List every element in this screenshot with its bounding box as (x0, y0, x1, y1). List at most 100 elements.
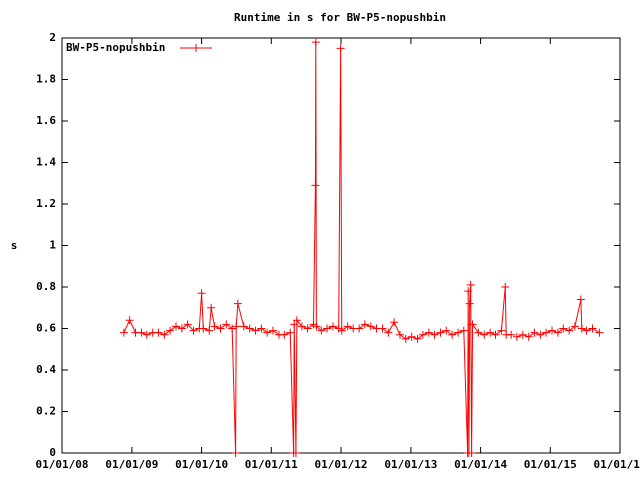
legend-label: BW-P5-nopushbin (66, 41, 165, 54)
x-tick-label: 01/01/14 (454, 458, 507, 471)
point-marker (559, 324, 568, 333)
point-marker (507, 330, 516, 339)
point-marker (280, 330, 289, 339)
point-marker (595, 328, 604, 337)
point-marker (286, 328, 295, 337)
point-marker (154, 328, 163, 337)
point-marker (378, 324, 387, 333)
point-marker (183, 320, 192, 329)
point-marker (263, 328, 272, 337)
point-marker (210, 322, 219, 331)
point-marker (197, 289, 206, 298)
point-marker (291, 449, 300, 457)
point-marker (565, 326, 574, 335)
point-marker (245, 324, 254, 333)
point-marker (292, 316, 301, 325)
point-marker (401, 334, 410, 343)
point-marker (119, 328, 128, 337)
point-marker (239, 322, 248, 331)
point-marker (448, 330, 457, 339)
point-marker (328, 322, 337, 331)
x-tick-label: 01/01/10 (175, 458, 228, 471)
point-marker (467, 449, 476, 457)
point-marker (337, 326, 346, 335)
point-marker (454, 328, 463, 337)
point-marker (160, 330, 169, 339)
point-marker (530, 328, 539, 337)
y-tick-label: 0.8 (36, 280, 56, 293)
y-tick-label: 0 (49, 446, 56, 459)
point-marker (311, 181, 320, 190)
point-marker (491, 330, 500, 339)
point-marker (311, 38, 320, 47)
point-marker (125, 316, 134, 325)
point-marker (582, 326, 591, 335)
point-marker (512, 332, 521, 341)
point-marker (548, 326, 557, 335)
point-marker (257, 324, 266, 333)
point-marker (142, 330, 151, 339)
y-tick-label: 1.2 (36, 197, 56, 210)
point-marker (486, 328, 495, 337)
point-marker (459, 326, 468, 335)
series-line (123, 42, 600, 454)
point-marker (576, 295, 585, 304)
point-marker (424, 328, 433, 337)
point-marker (468, 320, 477, 329)
y-tick-label: 0.6 (36, 322, 56, 335)
x-tick-label: 01/01/15 (524, 458, 577, 471)
point-marker (518, 330, 527, 339)
point-marker (172, 322, 181, 331)
y-tick-label: 1.4 (36, 156, 56, 169)
point-marker (360, 320, 369, 329)
point-marker (232, 322, 241, 331)
point-marker (480, 330, 489, 339)
chart-title: Runtime in s for BW-P5-nopushbin (234, 11, 446, 24)
point-marker (577, 324, 586, 333)
y-tick-label: 0.2 (36, 405, 56, 418)
point-marker (466, 280, 475, 289)
point-marker (189, 326, 198, 335)
point-marker (465, 299, 474, 308)
point-marker (442, 326, 451, 335)
point-marker (166, 326, 175, 335)
x-tick-label: 01/01/08 (36, 458, 89, 471)
x-tick-label: 01/01/12 (315, 458, 368, 471)
point-marker (343, 322, 352, 331)
point-marker (233, 299, 242, 308)
y-tick-label: 0.4 (36, 363, 56, 376)
point-marker (570, 322, 579, 331)
point-marker (413, 334, 422, 343)
x-tick-label: 01/01/16 (594, 458, 640, 471)
point-marker (323, 324, 332, 333)
point-marker (303, 324, 312, 333)
point-marker (336, 44, 345, 53)
point-marker (205, 326, 214, 335)
x-tick-label: 01/01/13 (384, 458, 437, 471)
point-marker (384, 328, 393, 337)
y-axis-label: s (11, 239, 18, 252)
point-marker (396, 330, 405, 339)
point-marker (269, 326, 278, 335)
y-tick-label: 2 (49, 31, 56, 44)
point-marker (222, 320, 231, 329)
point-marker (474, 328, 483, 337)
point-marker (524, 332, 533, 341)
point-marker (312, 322, 321, 331)
legend-marker (192, 44, 200, 52)
point-marker (390, 318, 399, 327)
point-marker (366, 322, 375, 331)
point-marker (430, 330, 439, 339)
point-marker (317, 326, 326, 335)
point-marker (137, 328, 146, 337)
point-marker (177, 324, 186, 333)
point-marker (588, 324, 597, 333)
point-marker (553, 328, 562, 337)
x-tick-label: 01/01/11 (245, 458, 298, 471)
point-marker (297, 322, 306, 331)
point-marker (536, 330, 545, 339)
point-marker (216, 324, 225, 333)
point-marker (436, 328, 445, 337)
y-tick-label: 1.8 (36, 73, 56, 86)
